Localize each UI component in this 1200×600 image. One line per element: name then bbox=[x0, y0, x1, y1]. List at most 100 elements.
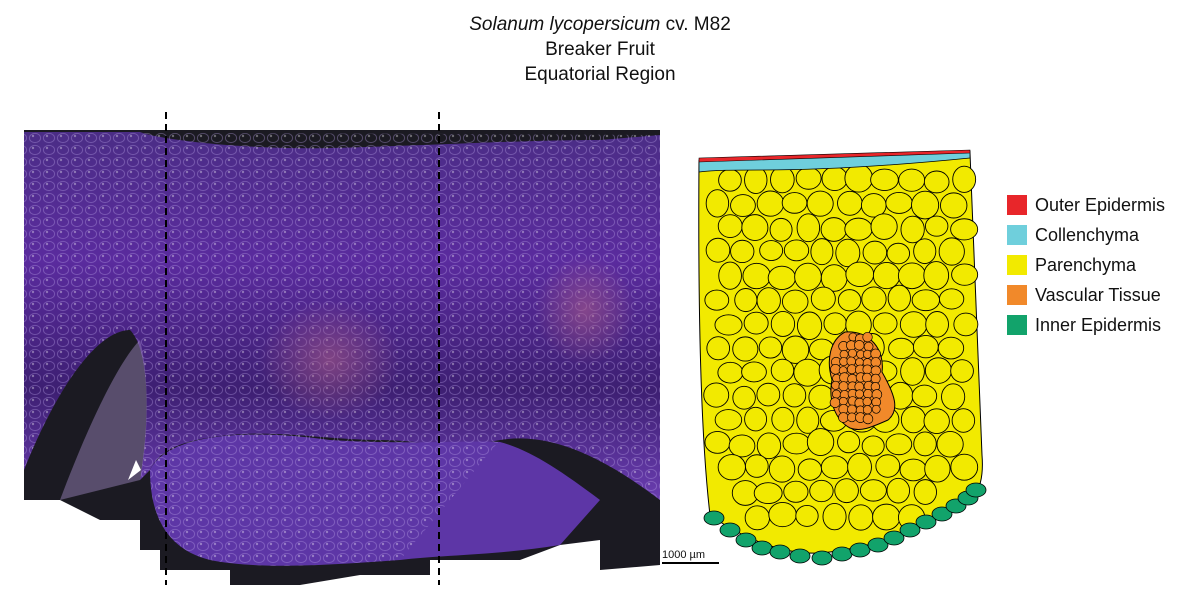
inner-epidermis-cell bbox=[769, 544, 791, 560]
parenchyma-cell bbox=[820, 217, 848, 242]
legend-item-collenchyma: Collenchyma bbox=[1007, 220, 1165, 250]
parenchyma-cell bbox=[952, 165, 977, 193]
vascular-cell bbox=[838, 381, 849, 392]
inner-epidermis-cell bbox=[789, 548, 811, 564]
figure-title: Solanum lycopersicum cv. M82 Breaker Fru… bbox=[0, 12, 1200, 87]
inner-epidermis-cell bbox=[867, 537, 889, 553]
legend-swatch bbox=[1007, 255, 1027, 275]
parenchyma-cell bbox=[810, 238, 834, 266]
parenchyma-cell bbox=[823, 312, 847, 335]
parenchyma-cell bbox=[783, 480, 809, 503]
parenchyma-cell bbox=[782, 383, 807, 408]
inner-epidermis-cell bbox=[719, 522, 741, 538]
parenchyma-cell bbox=[900, 406, 927, 434]
parenchyma-cell bbox=[717, 214, 743, 238]
parenchyma-cell bbox=[768, 455, 796, 483]
parenchyma-cell bbox=[730, 239, 755, 264]
scale-bar-label: 1000 µm bbox=[662, 549, 706, 561]
parenchyma-cell bbox=[924, 455, 951, 483]
parenchyma-cell bbox=[704, 430, 731, 454]
vascular-cells bbox=[829, 331, 883, 425]
legend-swatch bbox=[1007, 225, 1027, 245]
parenchyma-cell bbox=[795, 504, 819, 527]
parenchyma-cell bbox=[797, 458, 823, 481]
parenchyma-cell bbox=[886, 477, 911, 504]
parenchyma-cell bbox=[706, 336, 731, 361]
inner-epidermis-cell bbox=[931, 506, 953, 522]
parenchyma-cell bbox=[806, 190, 834, 217]
parenchyma-cell bbox=[742, 262, 771, 290]
vascular-cell bbox=[862, 413, 874, 425]
vascular-cell bbox=[831, 380, 841, 390]
parenchyma-cell bbox=[768, 502, 797, 528]
legend-item-vascular-tissue: Vascular Tissue bbox=[1007, 280, 1165, 310]
legend-swatch bbox=[1007, 285, 1027, 305]
parenchyma-cell bbox=[913, 238, 937, 265]
parenchyma-cell bbox=[744, 505, 771, 531]
parenchyma-cell bbox=[870, 168, 899, 191]
vascular-cell bbox=[862, 331, 873, 343]
parenchyma-cell bbox=[796, 406, 820, 434]
inner-epidermis-cell bbox=[965, 482, 987, 498]
parenchyma-cell bbox=[806, 428, 835, 456]
parenchyma-cell bbox=[703, 382, 730, 408]
parenchyma-cell bbox=[885, 191, 913, 214]
parenchyma-cell bbox=[821, 166, 848, 192]
parenchyma-cell bbox=[924, 357, 952, 384]
parenchyma-cell bbox=[717, 454, 746, 481]
parenchyma-cell bbox=[912, 334, 939, 359]
parenchyma-cell bbox=[770, 358, 795, 383]
parenchyma-cell bbox=[888, 337, 915, 360]
title-line-2: Breaker Fruit bbox=[545, 39, 655, 60]
parenchyma-cell bbox=[950, 453, 979, 481]
parenchyma-cell bbox=[924, 215, 949, 237]
parenchyma-cell bbox=[913, 479, 937, 505]
title-line-3: Equatorial Region bbox=[524, 64, 676, 85]
parenchyma-cell bbox=[771, 406, 795, 432]
parenchyma-cell bbox=[837, 190, 863, 216]
parenchyma-cell bbox=[911, 289, 940, 312]
parenchyma-cell bbox=[741, 361, 767, 383]
legend-label: Outer Epidermis bbox=[1035, 194, 1166, 215]
parenchyma-cell bbox=[714, 409, 743, 431]
parenchyma-cell bbox=[808, 384, 835, 410]
parenchyma-cell bbox=[809, 479, 834, 503]
legend-swatch bbox=[1007, 195, 1027, 215]
parenchyma-cell bbox=[781, 335, 810, 364]
parenchyma-cell bbox=[767, 265, 796, 290]
parenchyma-cell bbox=[769, 217, 793, 242]
vascular-cell bbox=[862, 405, 873, 415]
parenchyma-cell bbox=[794, 262, 822, 291]
vascular-cell bbox=[854, 389, 865, 399]
legend-item-outer-epidermis: Outer Epidermis bbox=[1007, 190, 1165, 220]
parenchyma-cell bbox=[718, 168, 742, 192]
scale-bar-line bbox=[662, 562, 719, 564]
parenchyma-cell bbox=[950, 359, 974, 383]
parenchyma-cell bbox=[744, 406, 768, 432]
parenchyma-cell bbox=[899, 311, 928, 338]
legend-label: Collenchyma bbox=[1035, 224, 1140, 245]
parenchyma-cell bbox=[728, 434, 756, 458]
parenchyma-cell bbox=[732, 336, 759, 362]
parenchyma-cell bbox=[793, 358, 823, 387]
vascular-cell bbox=[829, 397, 841, 408]
scale-bar: 1000 µm bbox=[662, 549, 720, 564]
parenchyma-cell bbox=[897, 262, 927, 290]
parenchyma-cell bbox=[872, 312, 898, 335]
parenchyma-cell bbox=[950, 218, 979, 241]
parenchyma-cell bbox=[796, 213, 821, 243]
inner-epidermis-cell bbox=[811, 550, 833, 566]
parenchyma-cell bbox=[938, 237, 965, 266]
inner-epidermis-cell bbox=[735, 532, 757, 548]
parenchyma-cell bbox=[782, 432, 811, 455]
parenchyma-cell bbox=[770, 311, 796, 337]
legend: Outer Epidermis Collenchyma Parenchyma V… bbox=[1007, 190, 1165, 340]
micrograph-notch-highlight bbox=[60, 340, 147, 500]
parenchyma-cell bbox=[704, 289, 730, 311]
parenchyma-cell bbox=[744, 166, 768, 194]
parenchyma-cell bbox=[732, 385, 756, 410]
parenchyma-cell bbox=[835, 238, 861, 268]
parenchyma-cell bbox=[951, 263, 979, 286]
